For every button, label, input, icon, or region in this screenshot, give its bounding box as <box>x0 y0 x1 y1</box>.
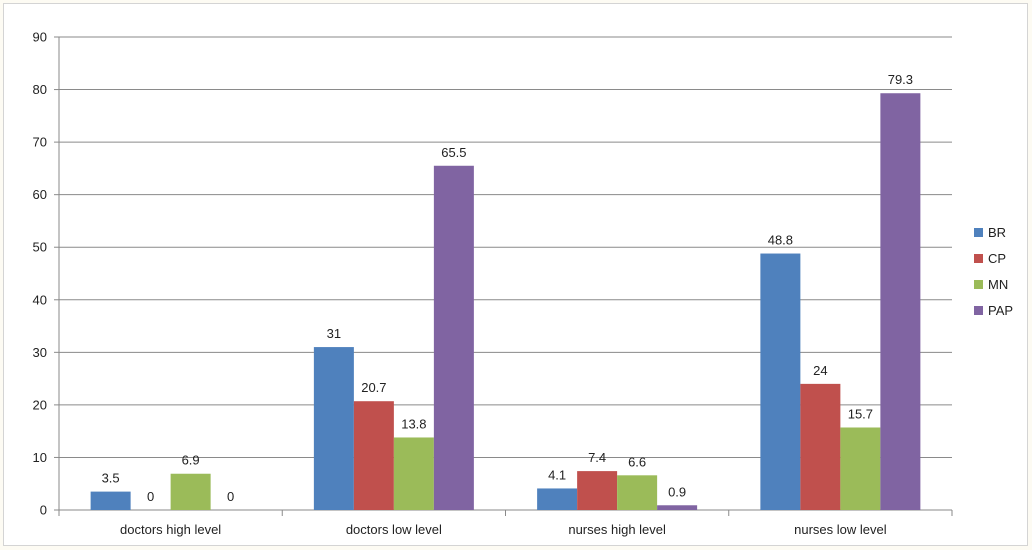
x-tick-label-doctors-low-level: doctors low level <box>346 522 442 537</box>
legend-label-mn: MN <box>988 277 1008 292</box>
gridlines <box>59 36 952 458</box>
data-label-br-nurses-high-level: 4.1 <box>548 467 566 482</box>
data-label-mn-doctors-high-level: 6.9 <box>182 453 200 468</box>
legend-swatch-cp <box>974 254 983 263</box>
y-tick-label-30: 30 <box>33 345 47 360</box>
bar-br-nurses-low-level <box>760 253 801 511</box>
bar-pap-nurses-low-level <box>880 93 921 511</box>
legend-swatch-pap <box>974 306 983 315</box>
y-tick-label-10: 10 <box>33 450 47 465</box>
bar-mn-doctors-high-level <box>170 473 211 510</box>
bar-mn-nurses-high-level <box>617 475 658 510</box>
y-tick-label-70: 70 <box>33 135 47 150</box>
data-label-br-doctors-high-level: 3.5 <box>102 471 120 486</box>
legend-label-cp: CP <box>988 251 1006 266</box>
y-tick-label-40: 40 <box>33 292 47 307</box>
x-tick-label-nurses-high-level: nurses high level <box>568 522 666 537</box>
x-tick-label-doctors-high-level: doctors high level <box>120 522 221 537</box>
data-label-mn-nurses-low-level: 15.7 <box>848 406 873 421</box>
y-tick-label-20: 20 <box>33 397 47 412</box>
legend-label-br: BR <box>988 225 1006 240</box>
data-label-cp-nurses-low-level: 24 <box>813 363 827 378</box>
bar-cp-doctors-low-level <box>353 401 394 510</box>
data-label-pap-nurses-high-level: 0.9 <box>668 484 686 499</box>
data-labels: 3.5 0 6.9 0 31 20.7 13.8 65.5 4.1 7.4 6.6 0.9 48.8 24… <box>102 72 913 504</box>
legend-swatch-br <box>974 228 983 237</box>
x-tick-label-nurses-low-level: nurses low level <box>794 522 887 537</box>
bar-mn-nurses-low-level <box>840 427 881 510</box>
bar-pap-doctors-low-level <box>433 165 474 510</box>
bar-br-doctors-high-level <box>90 491 131 510</box>
bar-cp-nurses-low-level <box>800 383 841 510</box>
data-label-br-nurses-low-level: 48.8 <box>768 233 793 248</box>
data-label-cp-doctors-high-level: 0 <box>147 489 154 504</box>
bar-pap-nurses-high-level <box>657 505 698 510</box>
bar-cp-nurses-high-level <box>577 471 618 510</box>
bar-mn-doctors-low-level <box>393 437 434 510</box>
legend-label-pap: PAP <box>988 303 1013 318</box>
data-label-pap-doctors-high-level: 0 <box>227 489 234 504</box>
bars <box>90 93 921 511</box>
data-label-mn-doctors-low-level: 13.8 <box>401 416 426 431</box>
bar-br-doctors-low-level <box>313 347 354 510</box>
legend-swatch-mn <box>974 280 983 289</box>
y-tick-label-50: 50 <box>33 240 47 255</box>
axes: 0 10 20 30 40 50 60 70 80 90 doctors high level doc… <box>33 30 953 537</box>
y-tick-label-60: 60 <box>33 187 47 202</box>
y-tick-label-0: 0 <box>40 503 47 518</box>
data-label-pap-doctors-low-level: 65.5 <box>441 145 466 160</box>
data-label-cp-nurses-high-level: 7.4 <box>588 450 606 465</box>
data-label-mn-nurses-high-level: 6.6 <box>628 454 646 469</box>
data-label-pap-nurses-low-level: 79.3 <box>888 72 913 87</box>
y-tick-label-90: 90 <box>33 30 47 45</box>
chart-frame: 0 10 20 30 40 50 60 70 80 90 doctors high level doc… <box>3 3 1028 546</box>
data-label-cp-doctors-low-level: 20.7 <box>361 380 386 395</box>
y-tick-label-80: 80 <box>33 82 47 97</box>
legend: BR CP MN PAP <box>974 225 1013 318</box>
bar-br-nurses-high-level <box>537 488 578 510</box>
bar-chart: 0 10 20 30 40 50 60 70 80 90 doctors high level doc… <box>33 30 1014 538</box>
data-label-br-doctors-low-level: 31 <box>327 326 341 341</box>
